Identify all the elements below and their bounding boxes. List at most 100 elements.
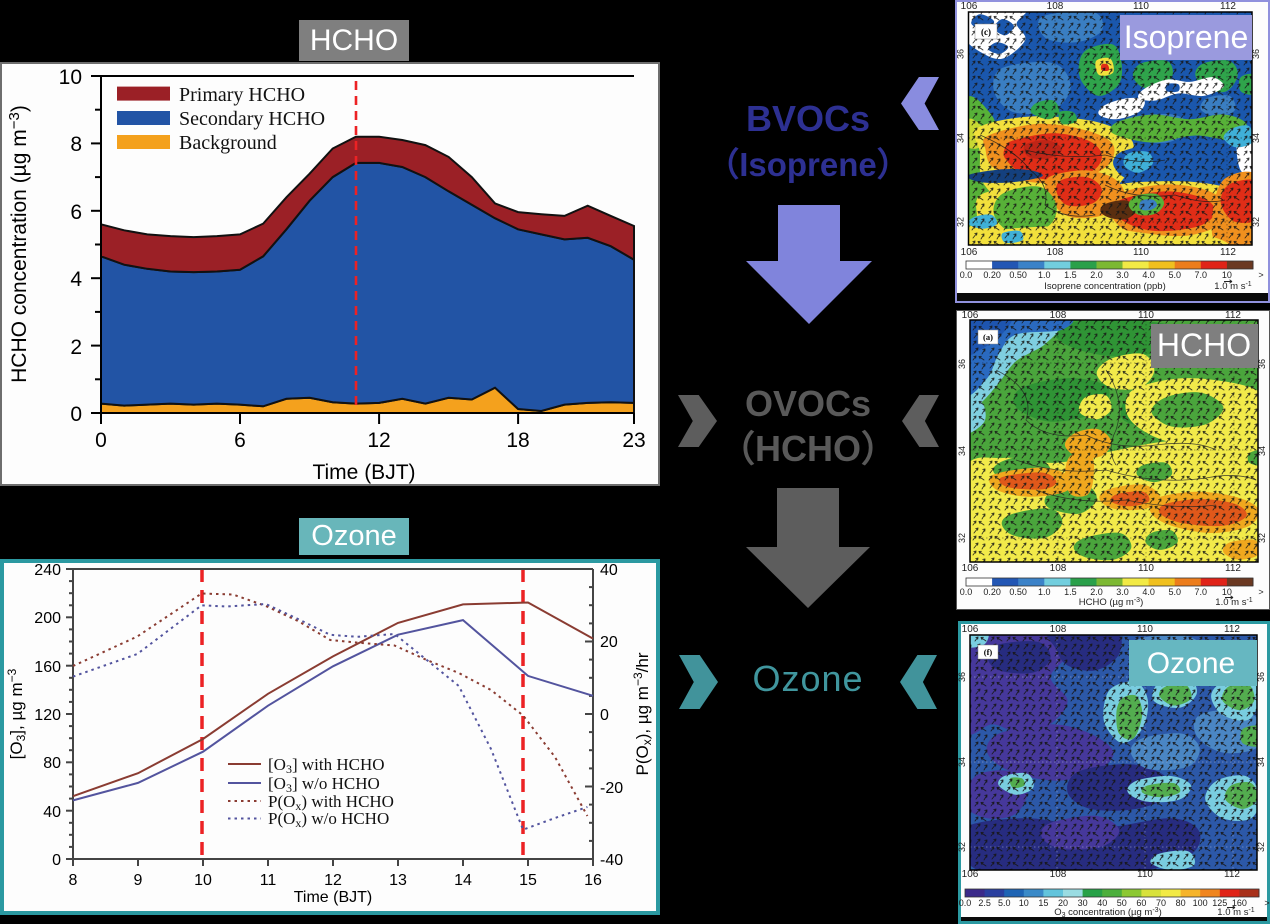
svg-text:15: 15 [519, 872, 537, 889]
svg-text:0.50: 0.50 [1009, 270, 1027, 280]
svg-text:>: > [1258, 270, 1263, 280]
svg-text:1.0: 1.0 [1038, 587, 1051, 597]
svg-text:12: 12 [324, 872, 342, 889]
svg-text:Isoprene concentration (ppb): Isoprene concentration (ppb) [1044, 281, 1165, 292]
svg-text:4: 4 [70, 268, 82, 291]
svg-text:40: 40 [600, 562, 618, 579]
svg-text:2.0: 2.0 [1090, 270, 1103, 280]
svg-text:0.20: 0.20 [983, 270, 1001, 280]
svg-text:110: 110 [1133, 1, 1149, 12]
svg-text:Background: Background [179, 132, 277, 154]
svg-text:112: 112 [1224, 869, 1240, 880]
svg-text:106: 106 [961, 247, 978, 258]
svg-text:18: 18 [506, 429, 529, 452]
svg-text:6: 6 [70, 201, 82, 224]
svg-text:HCHO (µg m-3): HCHO (µg m-3) [1079, 597, 1144, 608]
svg-text:Primary HCHO: Primary HCHO [179, 84, 305, 106]
svg-text:32: 32 [1256, 842, 1266, 852]
svg-text:4.0: 4.0 [1142, 270, 1155, 280]
svg-text:2.0: 2.0 [1090, 587, 1103, 597]
svg-text:0: 0 [70, 403, 82, 426]
svg-text:1.0 m s-1: 1.0 m s-1 [1215, 597, 1252, 608]
svg-text:2: 2 [70, 336, 82, 359]
svg-text:10: 10 [59, 66, 82, 89]
svg-text:3.0: 3.0 [1116, 587, 1129, 597]
svg-text:100: 100 [1193, 898, 1208, 908]
svg-text:125: 125 [1212, 898, 1227, 908]
svg-text:80: 80 [1176, 898, 1186, 908]
svg-text:110: 110 [1138, 563, 1154, 574]
svg-text:13: 13 [389, 872, 407, 889]
svg-text:120: 120 [34, 707, 61, 724]
svg-text:108: 108 [1047, 247, 1064, 258]
svg-text:20: 20 [600, 634, 618, 651]
svg-text:10: 10 [1222, 270, 1232, 280]
svg-text:-20: -20 [600, 780, 623, 797]
svg-text:Secondary HCHO: Secondary HCHO [179, 108, 325, 130]
svg-text:60: 60 [1136, 898, 1146, 908]
svg-text:14: 14 [454, 872, 472, 889]
svg-text:50: 50 [1117, 898, 1127, 908]
svg-text:36: 36 [957, 359, 967, 369]
svg-text:34: 34 [957, 446, 967, 456]
svg-text:160: 160 [1232, 898, 1247, 908]
svg-text:5.0: 5.0 [998, 898, 1011, 908]
svg-text:112: 112 [1224, 624, 1240, 635]
svg-text:108: 108 [1047, 1, 1064, 12]
svg-text:80: 80 [43, 755, 61, 772]
svg-text:0.50: 0.50 [1009, 587, 1027, 597]
svg-text:0.0: 0.0 [959, 898, 972, 908]
svg-text:0.20: 0.20 [983, 587, 1001, 597]
svg-text:112: 112 [1225, 310, 1241, 321]
svg-text:16: 16 [584, 872, 602, 889]
svg-text:8: 8 [70, 133, 82, 156]
svg-text:8: 8 [69, 872, 78, 889]
svg-text:(a): (a) [983, 332, 993, 342]
svg-text:0: 0 [600, 707, 609, 724]
svg-text:Time (BJT): Time (BJT) [294, 889, 373, 906]
svg-text:6: 6 [234, 429, 246, 452]
svg-text:5.0: 5.0 [1168, 587, 1181, 597]
svg-text:7.0: 7.0 [1195, 587, 1208, 597]
svg-text:(f): (f) [984, 647, 993, 657]
svg-text:32: 32 [1251, 217, 1261, 227]
svg-text:32: 32 [956, 217, 966, 227]
svg-text:106: 106 [962, 563, 979, 574]
svg-text:1.5: 1.5 [1064, 587, 1077, 597]
svg-text:34: 34 [1257, 446, 1267, 456]
svg-text:10: 10 [194, 872, 212, 889]
svg-text:108: 108 [1050, 869, 1067, 880]
svg-text:0.0: 0.0 [960, 270, 973, 280]
svg-text:110: 110 [1138, 310, 1154, 321]
svg-text:34: 34 [1251, 133, 1261, 143]
svg-text:1.0: 1.0 [1038, 270, 1051, 280]
svg-text:4.0: 4.0 [1142, 587, 1155, 597]
svg-text:108: 108 [1050, 624, 1067, 635]
svg-text:0.0: 0.0 [960, 587, 973, 597]
svg-text:(c): (c) [981, 27, 991, 37]
svg-text:34: 34 [958, 757, 967, 767]
svg-text:106: 106 [962, 624, 979, 635]
svg-text:0: 0 [52, 852, 61, 869]
svg-text:32: 32 [957, 533, 967, 543]
svg-text:23: 23 [622, 429, 645, 452]
svg-text:10: 10 [1222, 587, 1232, 597]
svg-text:Isoprene: Isoprene [1124, 19, 1249, 55]
svg-text:7.0: 7.0 [1195, 270, 1208, 280]
svg-text:200: 200 [34, 610, 61, 627]
svg-text:20: 20 [1058, 898, 1068, 908]
svg-text:0: 0 [95, 429, 107, 452]
svg-text:34: 34 [956, 133, 966, 143]
svg-text:15: 15 [1038, 898, 1048, 908]
svg-text:11: 11 [260, 872, 277, 889]
svg-text:110: 110 [1133, 247, 1149, 258]
svg-text:40: 40 [43, 804, 61, 821]
svg-text:1.0 m s-1: 1.0 m s-1 [1217, 907, 1254, 918]
svg-text:240: 240 [34, 562, 61, 579]
svg-text:-40: -40 [600, 852, 623, 869]
svg-text:[O3] with HCHO: [O3] with HCHO [268, 755, 385, 776]
svg-text:>: > [1258, 587, 1263, 597]
svg-text:36: 36 [1257, 359, 1267, 369]
svg-text:O3 concentration (µg m-3): O3 concentration (µg m-3) [1054, 907, 1162, 919]
svg-text:112: 112 [1220, 247, 1236, 258]
